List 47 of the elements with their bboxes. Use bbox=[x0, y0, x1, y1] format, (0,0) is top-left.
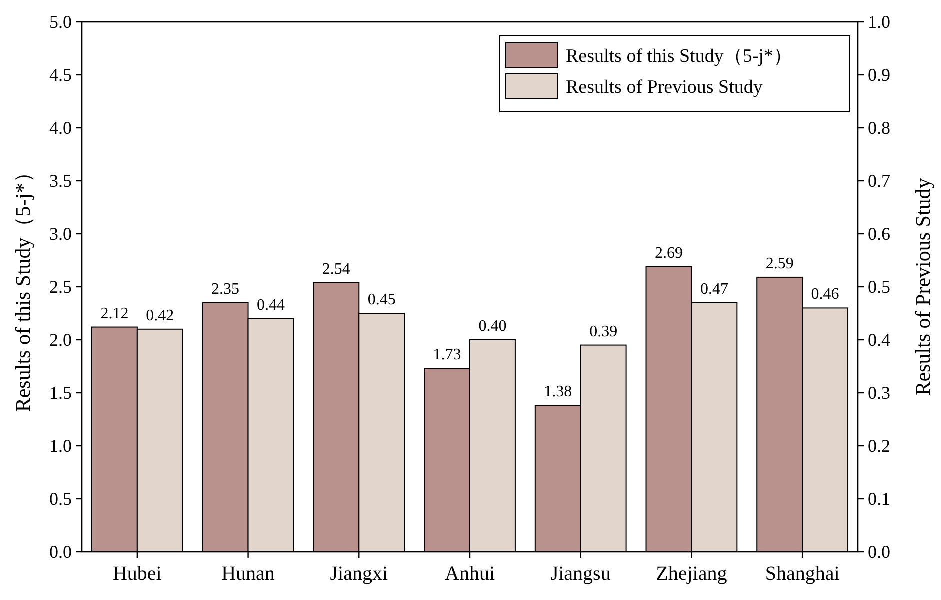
data-label: 2.54 bbox=[322, 260, 350, 278]
y-tick-label: 3.0 bbox=[50, 224, 72, 244]
x-tick-label: Hunan bbox=[222, 563, 275, 585]
y2-tick-label: 0.9 bbox=[868, 65, 890, 85]
data-label: 0.45 bbox=[368, 292, 396, 308]
data-label: 0.39 bbox=[590, 323, 618, 340]
legend-label: Results of Previous Study bbox=[566, 77, 764, 98]
y2-tick-label: 0.4 bbox=[868, 330, 890, 350]
legend-label: Results of this Study（5-j*） bbox=[566, 46, 792, 67]
x-tick-label: Anhui bbox=[445, 563, 496, 585]
data-label: 0.42 bbox=[146, 307, 174, 324]
data-label: 2.69 bbox=[654, 244, 683, 262]
y2-tick-label: 0.5 bbox=[868, 277, 890, 297]
y-tick-label: 1.5 bbox=[50, 383, 72, 403]
y-tick-label: 5.0 bbox=[50, 12, 72, 32]
y2-tick-label: 0.7 bbox=[868, 171, 890, 191]
y2-tick-label: 0.2 bbox=[868, 436, 890, 456]
y-tick-label: 3.5 bbox=[50, 171, 72, 191]
y2-tick-label: 0.0 bbox=[868, 542, 890, 562]
y2-axis-title: Results of Previous Study bbox=[911, 178, 935, 396]
y-tick-label: 0.0 bbox=[50, 542, 72, 562]
y2-tick-label: 0.1 bbox=[868, 489, 890, 509]
y-tick-label: 4.5 bbox=[50, 65, 72, 85]
y2-tick-label: 0.3 bbox=[868, 383, 890, 403]
data-label: 0.46 bbox=[811, 286, 840, 304]
data-label: 1.73 bbox=[433, 346, 462, 364]
y2-tick-label: 1.0 bbox=[868, 12, 890, 32]
x-tick-label: Hubei bbox=[112, 563, 162, 585]
y-tick-label: 0.5 bbox=[50, 489, 72, 509]
y2-tick-label: 0.8 bbox=[868, 118, 890, 138]
x-tick-label: Shanghai bbox=[765, 563, 840, 585]
y2-tick-label: 0.6 bbox=[868, 224, 890, 244]
data-label: 2.59 bbox=[766, 255, 794, 272]
data-label: 0.44 bbox=[257, 296, 286, 314]
data-label: 1.38 bbox=[544, 384, 572, 401]
y-tick-label: 2.5 bbox=[50, 277, 72, 297]
data-label: 2.12 bbox=[100, 305, 129, 322]
data-label: 2.35 bbox=[212, 280, 240, 298]
y-tick-label: 2.0 bbox=[50, 330, 72, 350]
x-tick-label: Zhejiang bbox=[656, 563, 728, 585]
y-tick-label: 1.0 bbox=[50, 436, 72, 456]
y-tick-label: 4.0 bbox=[50, 118, 72, 138]
x-tick-label: Jiangxi bbox=[330, 563, 388, 585]
y-axis-title: Results of this Study（5-j*） bbox=[11, 162, 35, 412]
data-label: 0.47 bbox=[700, 280, 728, 298]
x-tick-label: Jiangsu bbox=[550, 563, 611, 585]
data-label: 0.40 bbox=[478, 318, 507, 335]
